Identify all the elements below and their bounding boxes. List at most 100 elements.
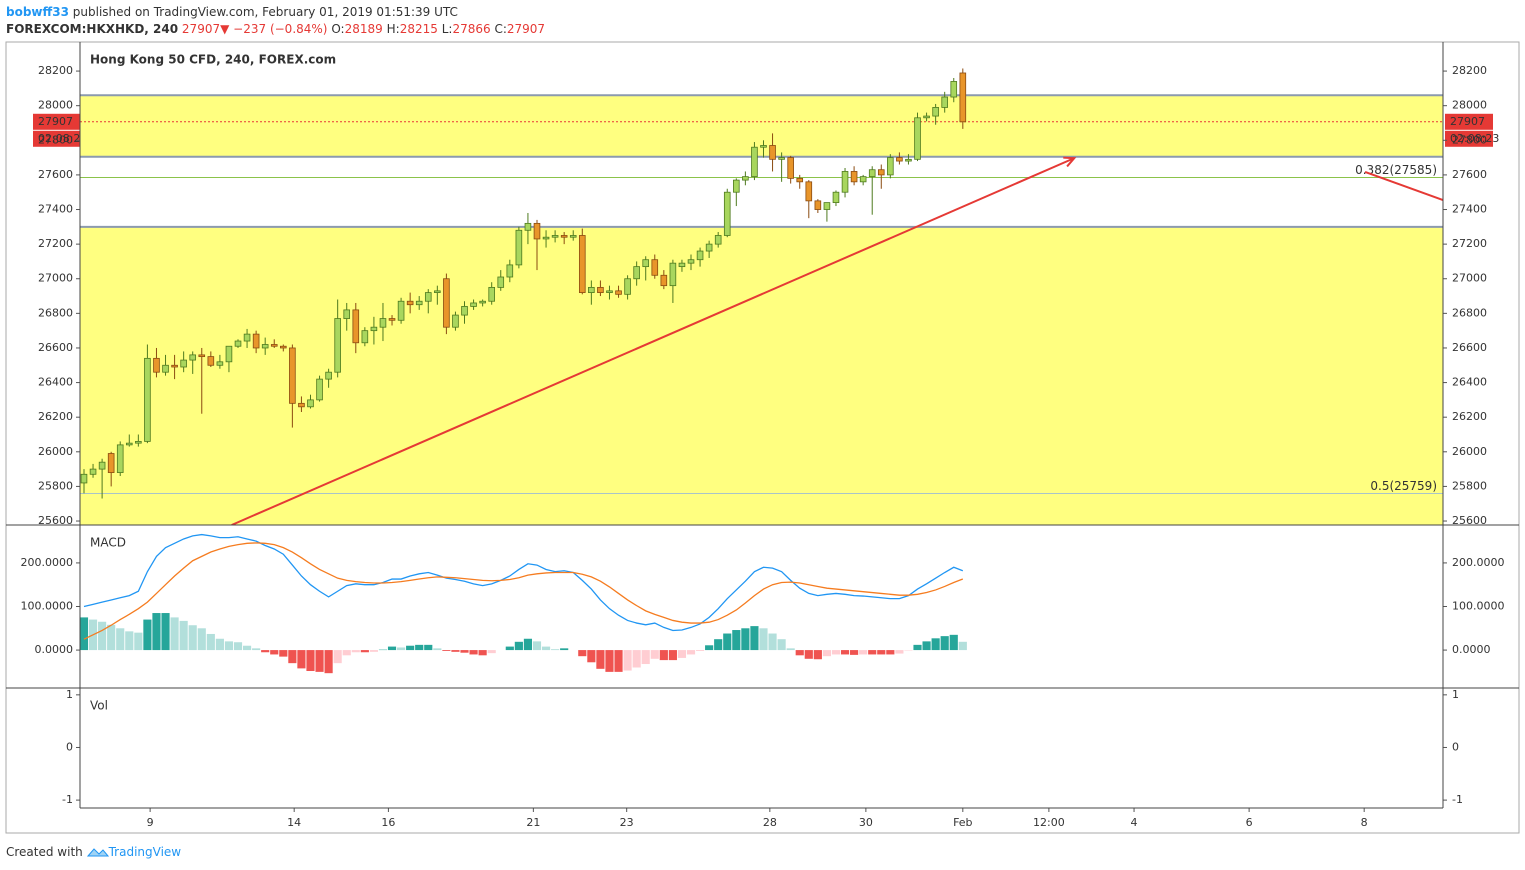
histogram-bar	[261, 650, 270, 653]
histogram-bar	[650, 650, 659, 659]
candle-body	[651, 259, 659, 276]
histogram-bar	[750, 626, 759, 651]
candle-body	[343, 309, 351, 319]
y-tick-label: -1	[1452, 793, 1463, 806]
histogram-bar	[460, 650, 469, 653]
histogram-bar	[868, 650, 877, 655]
countdown-label: 02:08:23	[1450, 132, 1499, 145]
histogram-bar	[279, 650, 288, 657]
candle-body	[796, 177, 804, 183]
candle-body	[506, 264, 514, 278]
candle-body	[633, 266, 640, 280]
candle-body	[560, 235, 568, 238]
histogram-bar	[342, 650, 351, 656]
candle-body	[787, 157, 794, 179]
price-box	[33, 113, 80, 130]
last: 27907	[181, 22, 221, 36]
candle-body	[578, 235, 586, 293]
histogram-bar	[433, 648, 442, 651]
candle-body	[98, 461, 106, 470]
field-value: 28189	[344, 22, 383, 36]
candle-body	[316, 378, 323, 401]
candle-body	[334, 318, 341, 373]
candle-body	[289, 347, 296, 404]
y-tick-label: 0.0000	[35, 643, 74, 656]
candle-body	[352, 309, 360, 344]
candle-body	[769, 145, 776, 160]
field-value: 28215	[399, 22, 438, 36]
candle-body	[832, 191, 840, 203]
y-tick-label: 0	[1452, 740, 1459, 753]
candle-body	[742, 176, 749, 181]
x-tick-label: 21	[526, 816, 540, 829]
histogram-bar	[143, 619, 152, 651]
histogram-bar	[759, 628, 768, 651]
author[interactable]: bobwff33	[6, 5, 69, 19]
histogram-bar	[107, 624, 116, 651]
candle-body	[606, 290, 613, 293]
published: published on TradingView.com, February 0…	[72, 5, 458, 19]
trend-line	[1364, 171, 1443, 201]
y-tick-label: 25800	[38, 479, 73, 492]
histogram-bar	[532, 641, 542, 651]
y-tick-label: 200.0000	[21, 556, 74, 569]
candle-body	[225, 345, 233, 363]
candle-body	[171, 364, 178, 368]
histogram-bar	[179, 620, 188, 651]
histogram-bar	[125, 631, 134, 651]
y-tick-label: 25600	[1452, 514, 1487, 527]
candle-body	[243, 333, 251, 342]
candle-body	[877, 169, 885, 176]
candle-body	[905, 158, 912, 162]
histogram-bar	[324, 650, 333, 674]
field-value: 27907	[506, 22, 546, 36]
candle-body	[497, 276, 505, 288]
brand[interactable]: TradingView	[108, 845, 182, 859]
histogram-bar	[895, 650, 904, 654]
candle-body	[325, 371, 332, 380]
logo	[86, 848, 109, 857]
histogram-bar	[677, 650, 687, 658]
x-tick-label: 12:00	[1033, 816, 1065, 829]
field-key: L:	[441, 22, 453, 36]
candle-body	[135, 441, 142, 444]
candle-body	[678, 262, 686, 268]
candle-body	[551, 235, 559, 238]
candle-body	[261, 344, 269, 349]
candle-body	[696, 250, 704, 261]
histogram-bar	[442, 650, 451, 651]
candle-body	[814, 200, 822, 210]
histogram-bar	[523, 638, 533, 651]
y-tick-label: 200.0000	[1452, 556, 1505, 569]
candle-body	[189, 354, 197, 361]
y-tick-label: 26200	[38, 410, 73, 423]
histogram-bar	[487, 650, 496, 654]
histogram-bar	[270, 650, 279, 655]
histogram-bar	[659, 650, 668, 661]
candle-body	[379, 318, 387, 328]
candle-body	[397, 300, 405, 321]
trend-line	[231, 157, 1075, 525]
candle-body	[868, 169, 876, 178]
y-tick-label: 100.0000	[21, 600, 74, 613]
candle-body	[216, 361, 224, 366]
histogram-bar	[723, 633, 732, 651]
histogram-bar	[541, 646, 551, 651]
candle-body	[887, 157, 894, 176]
macd-line	[83, 533, 964, 632]
zone	[80, 226, 1443, 525]
histogram-bar	[768, 633, 777, 651]
candle-body	[515, 229, 523, 266]
candle-body	[615, 290, 622, 295]
price-box-label: 27907	[38, 115, 73, 128]
histogram-bar	[813, 650, 822, 660]
histogram-bar	[134, 632, 143, 651]
histogram-bar	[478, 650, 487, 656]
candle-body	[298, 402, 305, 408]
y-tick-label: 28200	[38, 64, 73, 77]
x-tick-label: 23	[620, 816, 634, 829]
footer: Created with TradingView	[6, 844, 181, 859]
histogram-bar	[224, 641, 234, 651]
price-box	[1445, 113, 1493, 130]
histogram-bar	[732, 630, 741, 651]
